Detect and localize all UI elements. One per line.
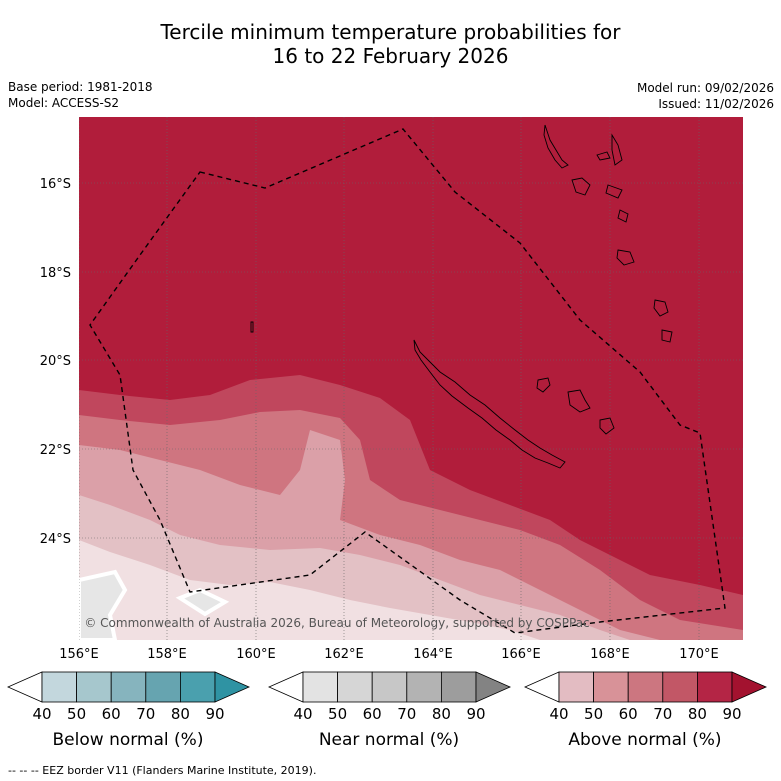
legend-segment <box>179 671 216 703</box>
legend-arrow-high <box>475 671 511 703</box>
lon-label-158e: 158°E <box>147 647 187 662</box>
legend-arrow-high <box>731 671 767 703</box>
legend-tick-label: 40 <box>549 705 569 723</box>
lat-label-16s: 16°S <box>40 177 71 192</box>
chart-title-line1: Tercile minimum temperature probabilitie… <box>160 20 621 44</box>
vanuatu-island-2 <box>571 177 591 196</box>
vanuatu-island-5 <box>605 184 623 199</box>
legend-segment <box>337 671 373 703</box>
new-caledonia-island <box>413 339 566 469</box>
legend-tick-label: 80 <box>170 705 190 723</box>
legend-tick-label: 40 <box>293 705 313 723</box>
vanuatu-island-8 <box>653 299 669 317</box>
legend-tick-label: 60 <box>101 705 121 723</box>
lon-label-164e: 164°E <box>413 647 453 662</box>
vanuatu-island-6 <box>617 209 629 223</box>
legend-segment <box>406 671 442 703</box>
vanuatu-island-7 <box>616 249 635 266</box>
legend-arrow-high <box>214 671 250 703</box>
legend-segment <box>302 671 338 703</box>
lon-label-166e: 166°E <box>501 647 541 662</box>
near-normal-40-zone <box>79 569 128 640</box>
legend-segment <box>76 671 112 703</box>
chesterfield-islet <box>250 321 254 333</box>
near-normal-40-zone-small <box>175 587 230 617</box>
legend-segment <box>627 671 664 703</box>
model-label: Model: ACCESS-S2 <box>8 96 120 110</box>
lat-label-22s: 22°S <box>40 443 71 458</box>
issued-label: Issued: 11/02/2026 <box>658 97 774 111</box>
lon-label-162e: 162°E <box>324 647 364 662</box>
lon-label-160e: 160°E <box>236 647 276 662</box>
legend-tick-label: 40 <box>32 705 52 723</box>
legend-tick-label: 80 <box>687 705 707 723</box>
legend-colorbar-1 <box>268 671 511 703</box>
legend-tick-label: 90 <box>722 705 742 723</box>
vanuatu-island-9 <box>661 329 673 343</box>
legend-segment <box>593 671 629 703</box>
legend-segment <box>440 671 477 703</box>
lon-label-156e: 156°E <box>59 647 99 662</box>
legend-segment <box>558 671 594 703</box>
lon-label-168e: 168°E <box>590 647 630 662</box>
vanuatu-island-3 <box>596 151 611 161</box>
lat-label-18s: 18°S <box>40 266 71 281</box>
loyalty-island-3 <box>599 417 615 435</box>
vanuatu-island-1 <box>543 124 569 169</box>
graticule <box>79 117 743 640</box>
legend-tick-label: 50 <box>328 705 348 723</box>
map-area <box>79 117 743 640</box>
lat-label-24s: 24°S <box>40 532 71 547</box>
legend-tick-label: 70 <box>653 705 673 723</box>
loyalty-island-2 <box>567 389 591 413</box>
lon-label-170e: 170°E <box>679 647 719 662</box>
legend-arrow-low <box>524 671 560 703</box>
legend-segment <box>697 671 733 703</box>
legend-tick-label: 90 <box>205 705 225 723</box>
legend-below-normal-label: Below normal (%) <box>52 730 204 750</box>
above-normal-40-zone <box>79 540 540 640</box>
legend-colorbar-2 <box>524 671 767 703</box>
eez-footnote: -- -- -- EEZ border V11 (Flanders Marine… <box>8 764 317 777</box>
legend-segment <box>145 671 181 703</box>
loyalty-island-1 <box>536 377 551 393</box>
legend-tick-label: 70 <box>397 705 417 723</box>
coastlines <box>250 124 673 469</box>
legend-colorbars <box>7 671 767 703</box>
copyright-notice: © Commonwealth of Australia 2026, Bureau… <box>84 616 589 630</box>
longitude-labels: 156°E 158°E 160°E 162°E 164°E 166°E 168°… <box>59 647 719 662</box>
eez-border <box>89 128 726 634</box>
legend-segment <box>41 671 77 703</box>
legend-arrow-low <box>7 671 43 703</box>
legend-tick-label: 80 <box>431 705 451 723</box>
legend-above-normal-label: Above normal (%) <box>568 730 722 750</box>
chart-title-line2: 16 to 22 February 2026 <box>272 44 509 68</box>
lat-label-20s: 20°S <box>40 354 71 369</box>
legend-tick-label: 60 <box>618 705 638 723</box>
legend-colorbar-0 <box>7 671 250 703</box>
legend-segment <box>662 671 698 703</box>
base-period-label: Base period: 1981-2018 <box>8 80 153 94</box>
legend-arrow-low <box>268 671 304 703</box>
legend-segment <box>371 671 408 703</box>
legend-segment <box>110 671 147 703</box>
legend-near-normal-label: Near normal (%) <box>318 730 460 750</box>
legend-tick-label: 60 <box>362 705 382 723</box>
latitude-labels: 16°S 18°S 20°S 22°S 24°S <box>40 177 71 547</box>
legend-tick-label: 50 <box>584 705 604 723</box>
legend-tick-label: 50 <box>67 705 87 723</box>
legend-tick-label: 70 <box>136 705 156 723</box>
legend-tick-label: 90 <box>466 705 486 723</box>
model-run-label: Model run: 09/02/2026 <box>636 81 774 95</box>
vanuatu-island-4 <box>611 133 623 166</box>
